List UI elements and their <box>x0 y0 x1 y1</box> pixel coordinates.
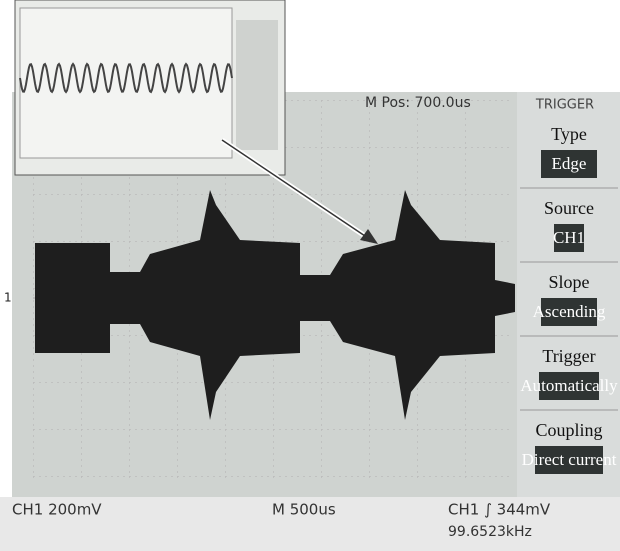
time-base: M 500us <box>272 501 336 519</box>
oscilloscope-photo: 1 M Pos: 700.0us CH1 200mV M 500us CH1 ∫… <box>0 0 620 551</box>
menu-label: Slope <box>548 272 589 292</box>
channel-marker: 1 <box>4 291 12 305</box>
trigger-level: CH1 ∫ 344mV <box>448 501 551 519</box>
inset-menu <box>236 20 278 150</box>
menu-label: Source <box>544 198 594 218</box>
menu-value: Automatically <box>520 376 618 395</box>
menu-label: Trigger <box>542 346 595 366</box>
menu-value: CH1 <box>553 228 585 247</box>
menu-title: TRIGGER <box>535 98 594 113</box>
menu-value: Ascending <box>533 302 606 321</box>
frequency: 99.6523kHz <box>448 524 532 540</box>
channel-scale: CH1 200mV <box>12 501 102 519</box>
menu-label: Type <box>551 124 587 144</box>
position-readout: M Pos: 700.0us <box>365 95 471 111</box>
menu-value: Direct current <box>522 450 617 469</box>
menu-value: Edge <box>552 154 587 173</box>
menu-label: Coupling <box>535 420 602 440</box>
